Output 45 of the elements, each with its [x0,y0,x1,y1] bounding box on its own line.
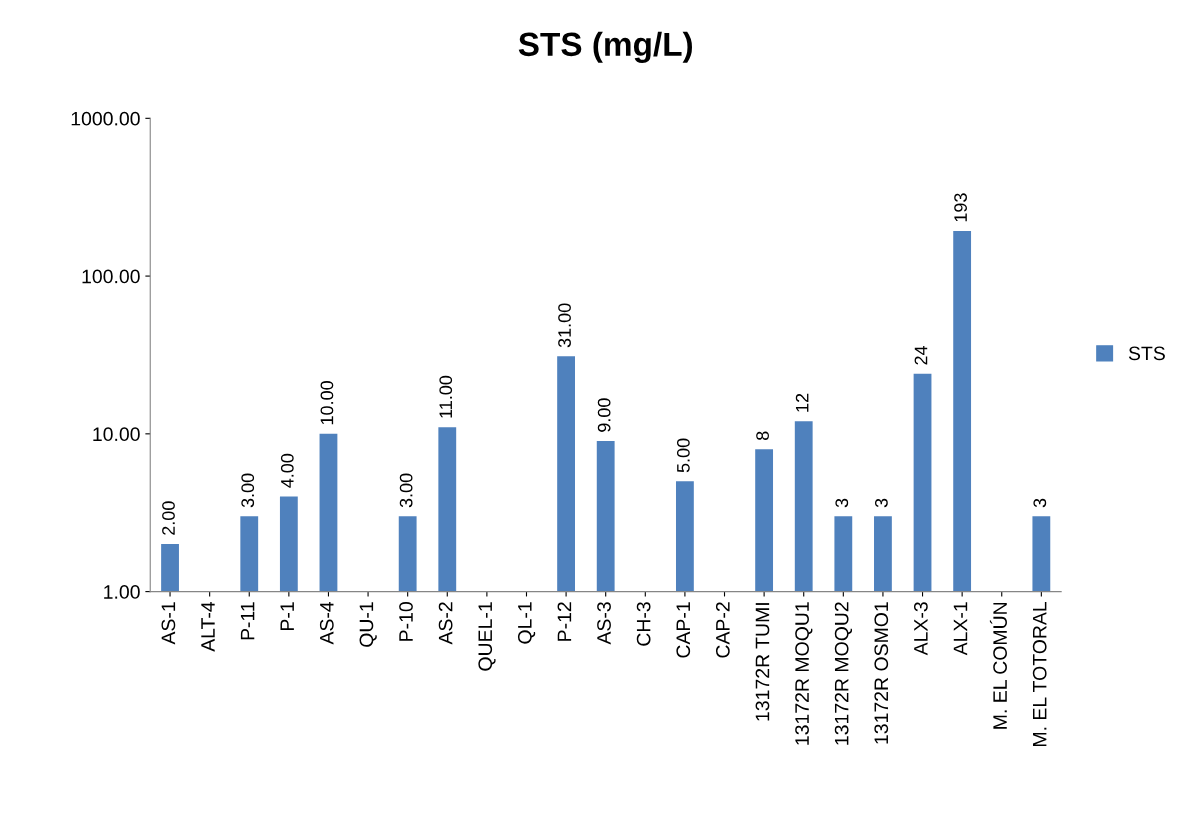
data-label: 10.00 [320,381,334,425]
x-tick-label: CAP-1 [676,602,691,658]
x-tick-label: P-1 [280,602,294,630]
x-tick-label: P-12 [557,602,572,641]
data-label: 11.00 [439,375,453,418]
x-tick-label: QU-1 [359,602,377,647]
legend-label: STS [1128,346,1165,361]
x-tick-label: ALX-1 [953,602,968,656]
x-tick-label: P-10 [399,602,413,641]
data-label: 3 [1033,498,1047,508]
x-tick-label: AS-2 [438,602,453,645]
x-tick-label: ALT-4 [201,601,215,652]
x-tick-label: QL-1 [517,602,536,644]
data-label: 193 [954,193,967,222]
data-label: 5.00 [676,438,690,473]
chart-title: STS (mg/L) [518,31,692,63]
x-tick-label: 13172R TUMI [755,603,770,721]
x-tick-label: CH-3 [636,602,651,646]
x-tick-label: AS-1 [161,602,176,645]
x-tick-label: ALX-3 [913,602,928,656]
x-tick-label: 13172R MOQU1 [795,602,813,745]
x-tick-label: AS-3 [597,602,611,645]
data-label: 3.00 [399,473,413,508]
data-label: 3 [874,498,888,508]
data-label: 3.00 [241,473,255,508]
x-tick-label: QUEL-1 [478,602,496,671]
y-tick-label: 100.00 [82,269,140,284]
data-label: 8 [756,431,769,441]
x-tick-label: AS-4 [319,601,334,645]
x-tick-label: CAP-2 [715,602,730,658]
data-label: 12 [795,393,809,412]
data-label: 24 [914,345,928,365]
y-tick-label: 1.00 [104,585,140,599]
x-tick-label: P-11 [240,602,255,640]
y-tick-label: 1000.00 [71,111,140,126]
data-label: 31.00 [558,303,571,348]
data-label: 4.00 [280,453,294,488]
x-tick-label: M. EL COMÚN [989,602,1007,729]
x-tick-label: 13172R OSMO1 [874,602,889,744]
data-label: 2.00 [162,501,175,535]
data-label: 9.00 [597,398,611,432]
x-tick-label: M. EL TOTORAL [1032,601,1047,746]
data-label: 3 [835,498,849,508]
y-tick-label: 10.00 [93,427,140,442]
x-tick-label: 13172R MOQU2 [834,602,853,745]
